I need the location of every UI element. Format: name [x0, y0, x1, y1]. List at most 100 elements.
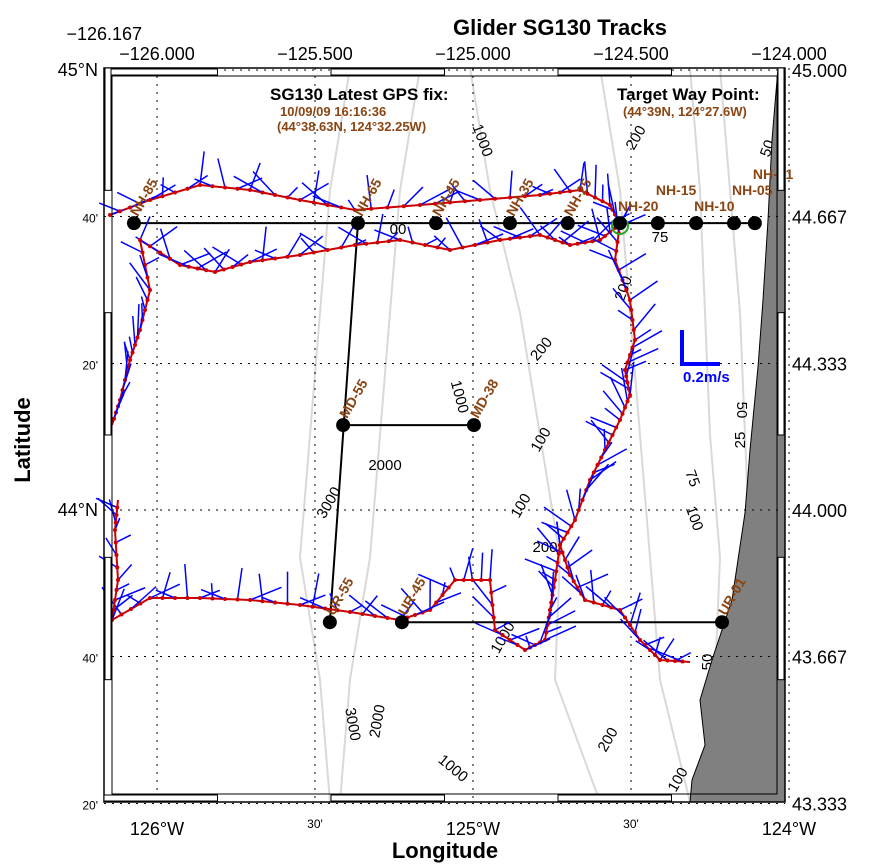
left-tick-label: 20' — [82, 798, 98, 812]
current-vector — [347, 199, 356, 211]
current-vector — [529, 217, 558, 237]
axis-ticks: −126.167−126.000 −125.500 −125.000 −124.500… — [58, 24, 847, 839]
station-marker — [429, 216, 444, 231]
current-vector — [155, 589, 176, 599]
right-tick-label: 44.000 — [792, 501, 847, 521]
current-vector — [547, 610, 576, 626]
top-tick-label: −125.500 — [277, 44, 353, 64]
dive-point — [461, 578, 466, 582]
current-vector — [388, 231, 399, 242]
current-vector — [300, 237, 315, 253]
frame-bar — [103, 68, 218, 76]
dive-point — [623, 615, 627, 620]
gps-fix-heading: SG130 Latest GPS fix: — [270, 85, 449, 104]
dive-point — [335, 608, 340, 613]
current-vector — [376, 213, 384, 243]
dive-point — [600, 603, 605, 607]
current-vector — [603, 596, 626, 619]
current-vector — [454, 189, 481, 201]
current-vector — [620, 618, 641, 641]
current-vector — [299, 232, 328, 251]
dive-point — [213, 270, 217, 274]
dive-point — [369, 206, 374, 211]
frame-bar — [557, 794, 672, 802]
dive-point — [563, 558, 567, 562]
dive-point — [353, 208, 357, 212]
right-tick-label: 44.333 — [792, 354, 847, 374]
current-vector — [560, 230, 586, 244]
current-vector — [400, 587, 424, 613]
current-vector — [299, 182, 329, 201]
dive-point — [591, 600, 596, 605]
station-marker — [747, 216, 762, 231]
contour-label: 00 — [390, 221, 407, 238]
current-vector — [233, 175, 263, 194]
dive-point — [554, 569, 559, 574]
dive-point — [665, 658, 670, 663]
dive-point — [143, 308, 147, 312]
current-vector — [144, 256, 160, 266]
current-vector — [217, 158, 226, 188]
current-vector — [479, 225, 501, 241]
dive-point — [298, 603, 302, 607]
current-vector — [575, 574, 586, 601]
dive-point — [578, 188, 582, 192]
dive-point — [130, 350, 135, 355]
contour-label: 100 — [682, 504, 707, 533]
dive-point — [593, 195, 597, 200]
dive-point — [508, 195, 512, 200]
current-vector — [620, 367, 629, 402]
current-vector — [627, 347, 659, 364]
station-marker — [322, 615, 337, 630]
dive-point — [626, 386, 631, 391]
dive-point — [575, 241, 580, 246]
current-vector — [545, 625, 562, 634]
current-vector — [403, 186, 424, 207]
dive-point — [148, 596, 152, 600]
frame-bar — [557, 68, 672, 76]
station-label: NH-01 — [753, 166, 794, 182]
current-vector — [236, 567, 243, 600]
dive-point — [558, 543, 562, 547]
dive-point — [311, 200, 316, 205]
dive-point — [555, 560, 560, 565]
dive-point — [385, 616, 390, 620]
current-vector — [140, 296, 146, 311]
station-marker — [350, 216, 365, 231]
dive-point — [523, 194, 527, 199]
dive-point — [583, 598, 587, 602]
dive-point — [401, 204, 406, 209]
station-marker — [715, 615, 730, 630]
current-vector — [301, 182, 328, 206]
dive-point — [598, 238, 602, 242]
current-vector — [567, 560, 575, 582]
current-vector — [618, 252, 647, 271]
left-tick-label: 40' — [82, 212, 98, 226]
current-vector — [532, 185, 551, 195]
dive-point — [498, 238, 502, 242]
current-vector — [113, 389, 125, 419]
current-vector — [232, 253, 249, 268]
current-vector — [128, 336, 134, 353]
dive-point — [112, 416, 116, 421]
top-tick-label: −125.000 — [435, 44, 511, 64]
depth-contour — [469, 67, 601, 803]
current-vector — [158, 253, 190, 268]
depth-contour — [599, 67, 691, 803]
dive-point — [298, 253, 302, 257]
current-vector — [556, 521, 561, 546]
dive-point — [285, 195, 290, 200]
y-axis-label: Latitude — [10, 397, 35, 483]
bottom-tick-label: 30' — [307, 817, 323, 831]
current-vector — [607, 249, 624, 281]
dive-point — [135, 335, 140, 340]
current-vector — [124, 351, 129, 381]
dive-point — [235, 186, 240, 191]
current-vector — [199, 589, 221, 599]
current-vector — [471, 578, 494, 606]
current-vector — [135, 276, 149, 301]
dive-point — [248, 260, 252, 264]
current-vector — [159, 228, 171, 259]
dive-point — [493, 628, 497, 632]
